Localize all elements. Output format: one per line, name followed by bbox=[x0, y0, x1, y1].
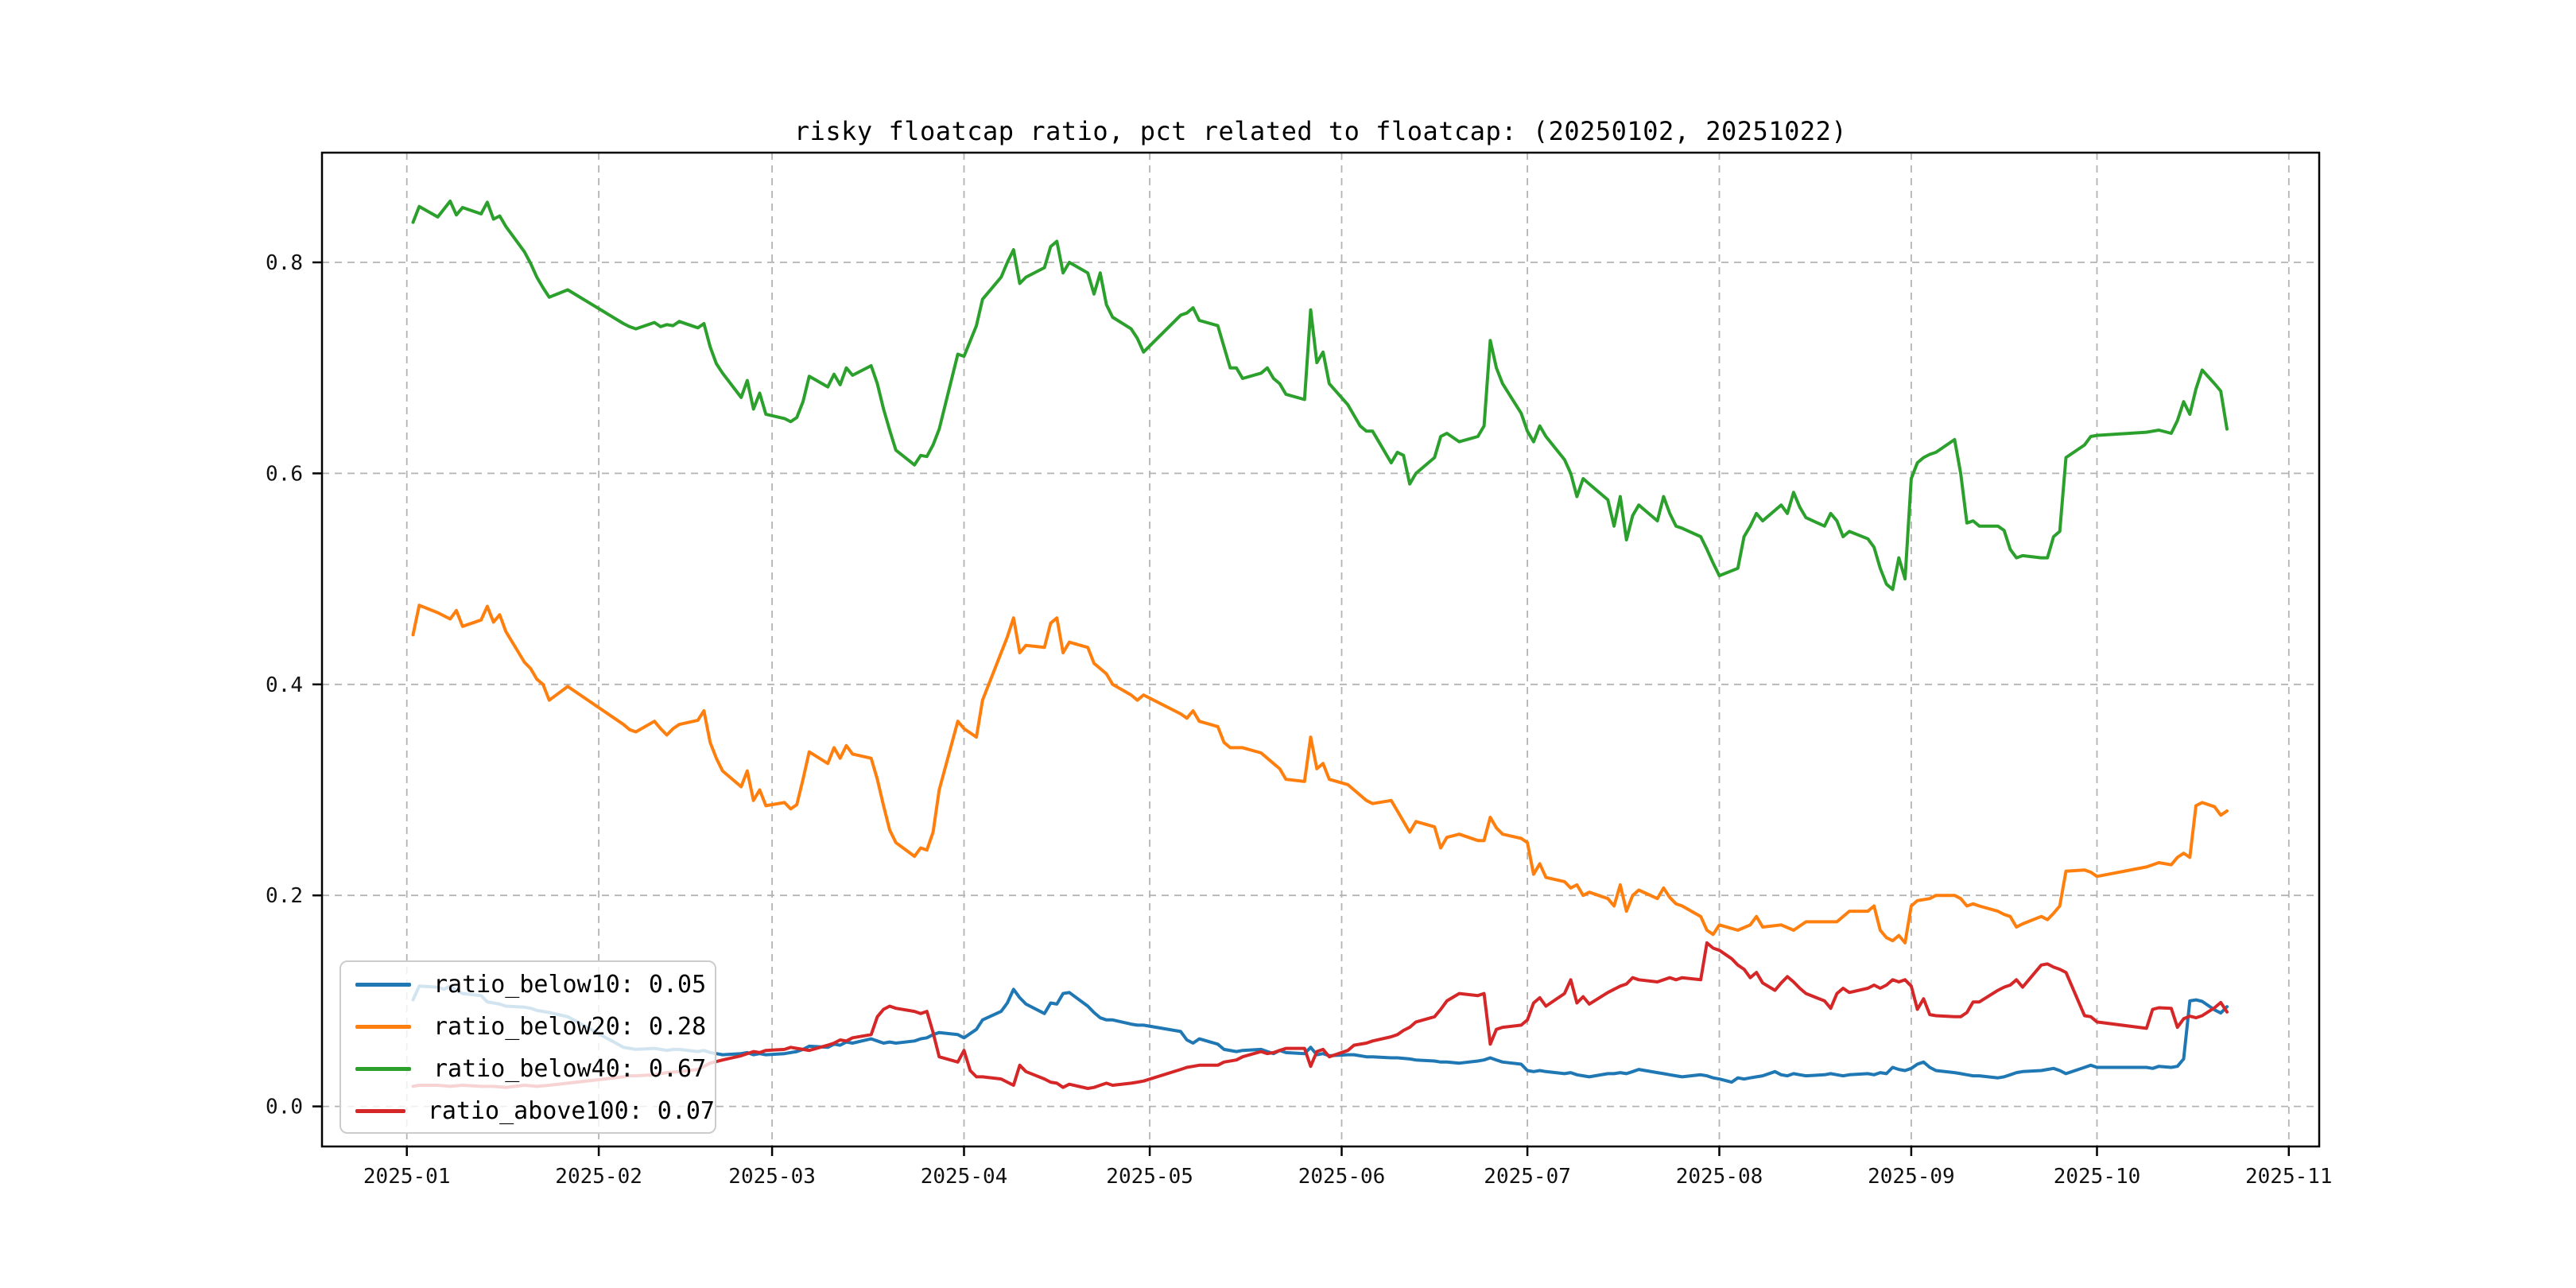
y-tick-label: 0.4 bbox=[266, 673, 303, 697]
series-ratio_below40 bbox=[411, 200, 2229, 592]
chart-title: risky floatcap ratio, pct related to flo… bbox=[793, 116, 1848, 146]
series-ratio_below20 bbox=[411, 603, 2229, 945]
y-tick-label: 0.8 bbox=[266, 251, 303, 275]
x-tick-label: 2025-02 bbox=[555, 1165, 642, 1189]
legend-label-ratio-below20: ratio_below20: 0.28 bbox=[433, 1013, 707, 1041]
legend-label-ratio-below40: ratio_below40: 0.67 bbox=[433, 1055, 707, 1083]
legend-box: ratio_below10: 0.05 ratio_below20: 0.28 … bbox=[339, 960, 716, 1134]
x-tick-label: 2025-06 bbox=[1298, 1165, 1386, 1189]
x-tick-label: 2025-07 bbox=[1484, 1165, 1571, 1189]
y-axis: 0.0 0.2 0.4 0.6 0.8 bbox=[266, 251, 322, 1119]
legend-line-ratio-below10-icon bbox=[355, 983, 411, 987]
x-tick-label: 2025-11 bbox=[2245, 1165, 2333, 1189]
legend-label-ratio-above100: ratio_above100: 0.07 bbox=[427, 1097, 715, 1125]
x-tick-label: 2025-08 bbox=[1676, 1165, 1763, 1189]
legend-entry-ratio-below10: ratio_below10: 0.05 bbox=[341, 964, 715, 1006]
y-tick-label: 0.6 bbox=[266, 462, 303, 486]
legend-line-ratio-above100-icon bbox=[355, 1109, 405, 1113]
x-tick-label: 2025-01 bbox=[363, 1165, 451, 1189]
series-ratio_below10 bbox=[411, 984, 2229, 1084]
legend-entry-ratio-above100: ratio_above100: 0.07 bbox=[341, 1090, 715, 1132]
legend-label-ratio-below10: ratio_below10: 0.05 bbox=[433, 971, 707, 999]
y-tick-label: 0.0 bbox=[266, 1096, 303, 1119]
x-tick-label: 2025-09 bbox=[1868, 1165, 1955, 1189]
x-tick-label: 2025-03 bbox=[728, 1165, 816, 1189]
gridlines bbox=[322, 153, 2319, 1146]
x-axis: 2025-01 2025-02 2025-03 2025-04 2025-05 2025-… bbox=[363, 1146, 2333, 1189]
x-tick-label: 2025-04 bbox=[921, 1165, 1008, 1189]
legend-entry-ratio-below40: ratio_below40: 0.67 bbox=[341, 1048, 715, 1090]
y-tick-label: 0.2 bbox=[266, 884, 303, 908]
series-ratio_above100 bbox=[411, 941, 2229, 1090]
plot-spines bbox=[320, 151, 2321, 1148]
series-lines bbox=[411, 200, 2229, 1090]
x-tick-label: 2025-05 bbox=[1106, 1165, 1193, 1189]
legend-line-ratio-below20-icon bbox=[355, 1025, 411, 1029]
legend-line-ratio-below40-icon bbox=[355, 1067, 411, 1071]
legend-entry-ratio-below20: ratio_below20: 0.28 bbox=[341, 1006, 715, 1048]
x-tick-label: 2025-10 bbox=[2054, 1165, 2141, 1189]
